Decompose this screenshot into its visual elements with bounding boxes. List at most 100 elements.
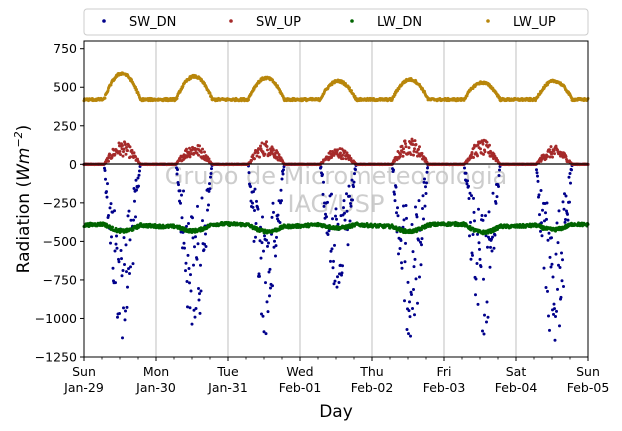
- point-SW_DN: [195, 257, 199, 261]
- point-SW_UP: [411, 143, 415, 147]
- point-SW_DN: [119, 248, 123, 252]
- point-SW_DN: [129, 218, 133, 222]
- point-SW_DN: [207, 203, 210, 207]
- point-SW_DN: [354, 168, 357, 172]
- point-SW_DN: [117, 260, 121, 264]
- point-SW_DN: [549, 265, 553, 269]
- point-SW_DN: [352, 185, 355, 189]
- point-SW_UP: [265, 144, 269, 148]
- point-SW_DN: [125, 305, 129, 309]
- point-LW_DN: [111, 225, 114, 229]
- legend-label-LW_UP: LW_UP: [513, 15, 556, 30]
- point-SW_DN: [279, 188, 283, 192]
- point-SW_UP: [564, 155, 568, 159]
- point-SW_DN: [104, 177, 107, 181]
- series-LW_UP: [82, 71, 590, 103]
- point-SW_UP: [188, 155, 192, 159]
- point-SW_DN: [282, 168, 285, 172]
- point-SW_DN: [342, 206, 345, 210]
- point-SW_DN: [277, 199, 281, 203]
- point-SW_DN: [561, 200, 565, 204]
- point-SW_DN: [343, 218, 347, 222]
- point-SW_DN: [413, 313, 416, 317]
- point-SW_DN: [494, 201, 498, 205]
- point-SW_DN: [334, 214, 337, 218]
- legend: SW_DN SW_UP LW_DN LW_UP: [83, 8, 589, 36]
- point-SW_DN: [253, 187, 257, 191]
- y-tick-label: −500: [43, 234, 77, 249]
- y-axis-label-exp: −2: [12, 131, 25, 147]
- point-SW_DN: [128, 272, 131, 275]
- point-SW_DN: [116, 315, 119, 319]
- point-SW_DN: [340, 271, 344, 275]
- point-SW_DN: [272, 210, 275, 214]
- point-SW_UP: [470, 150, 474, 154]
- point-SW_DN: [204, 245, 208, 249]
- point-SW_DN: [183, 246, 186, 250]
- point-SW_DN: [264, 281, 267, 285]
- point-SW_DN: [569, 181, 572, 185]
- point-LW_UP: [208, 91, 212, 95]
- point-SW_DN: [266, 244, 269, 248]
- point-SW_DN: [491, 235, 494, 239]
- point-SW_DN: [417, 238, 420, 242]
- point-SW_UP: [402, 147, 405, 151]
- point-SW_DN: [477, 207, 480, 211]
- point-SW_DN: [196, 204, 199, 208]
- point-SW_DN: [256, 207, 260, 211]
- point-SW_DN: [393, 192, 396, 196]
- point-SW_DN: [176, 168, 179, 172]
- point-SW_DN: [114, 242, 118, 246]
- point-SW_UP: [200, 150, 203, 154]
- point-SW_DN: [321, 192, 325, 196]
- point-SW_DN: [322, 180, 325, 184]
- x-tick-date: Feb-01: [279, 380, 322, 395]
- point-SW_UP: [251, 153, 255, 157]
- point-SW_DN: [464, 171, 468, 175]
- point-SW_UP: [129, 155, 132, 159]
- point-SW_UP: [119, 153, 122, 157]
- point-SW_DN: [480, 213, 484, 217]
- y-tick-label: 250: [53, 118, 77, 133]
- point-SW_DN: [398, 246, 402, 250]
- point-SW_DN: [258, 239, 262, 243]
- point-SW_UP: [121, 144, 124, 147]
- point-SW_DN: [481, 218, 485, 222]
- point-SW_DN: [413, 257, 417, 261]
- point-SW_UP: [275, 155, 279, 159]
- legend-marker-SW_UP: [229, 19, 233, 23]
- point-SW_DN: [268, 267, 272, 271]
- point-LW_DN: [468, 224, 472, 228]
- point-SW_DN: [414, 205, 417, 209]
- point-SW_UP: [263, 152, 267, 156]
- point-SW_UP: [420, 151, 424, 155]
- point-SW_DN: [469, 257, 473, 261]
- point-SW_DN: [134, 215, 137, 219]
- point-SW_DN: [261, 215, 264, 219]
- point-SW_UP: [132, 151, 136, 155]
- point-SW_DN: [411, 307, 414, 311]
- point-SW_DN: [466, 179, 469, 183]
- point-SW_UP: [259, 144, 262, 148]
- point-SW_UP: [481, 142, 485, 146]
- point-SW_DN: [178, 189, 182, 193]
- point-LW_UP: [106, 89, 110, 93]
- point-SW_DN: [392, 190, 396, 194]
- point-SW_UP: [277, 153, 281, 157]
- point-SW_DN: [423, 177, 426, 181]
- point-SW_DN: [138, 169, 141, 173]
- legend-label-LW_DN: LW_DN: [377, 15, 422, 30]
- point-SW_UP: [117, 141, 121, 145]
- point-SW_DN: [266, 310, 270, 314]
- point-SW_DN: [410, 223, 414, 227]
- point-SW_DN: [342, 199, 346, 203]
- point-SW_DN: [350, 178, 354, 182]
- point-SW_DN: [486, 245, 489, 249]
- point-SW_DN: [491, 191, 495, 195]
- point-SW_DN: [110, 235, 113, 239]
- point-SW_DN: [189, 289, 193, 293]
- point-SW_DN: [351, 198, 354, 202]
- point-LW_DN: [420, 228, 423, 232]
- point-SW_DN: [560, 251, 563, 255]
- point-SW_UP: [344, 157, 348, 161]
